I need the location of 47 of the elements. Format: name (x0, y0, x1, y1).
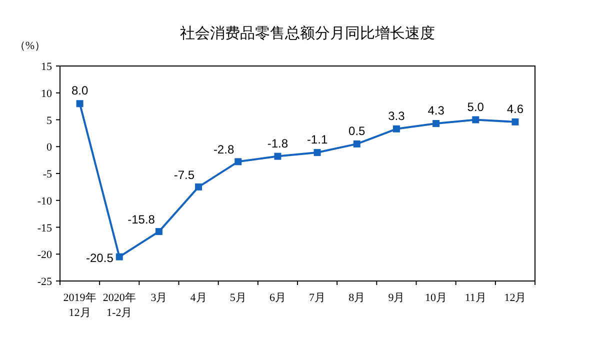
y-tick-label: 5 (46, 114, 52, 127)
point (432, 120, 440, 128)
x-tick-label: 6月 (269, 292, 286, 304)
x-tick-label: 12月 (504, 292, 526, 304)
point (195, 183, 202, 190)
data-label: -7.5 (174, 168, 195, 182)
x-tick-label: 11月 (464, 292, 486, 304)
point (353, 140, 360, 148)
point (234, 158, 242, 166)
data-label: 4.6 (506, 102, 524, 116)
data-label: 5.0 (467, 100, 484, 114)
point (155, 228, 162, 236)
x-tick-label: 3月 (150, 292, 168, 304)
data-label: 3.3 (388, 108, 406, 123)
x-tick-label: 4月 (190, 292, 207, 304)
y-tick-label: -20 (37, 249, 52, 262)
y-tick-label: -10 (37, 195, 52, 208)
x-tick-label: 2019年 12月 (63, 292, 96, 319)
data-label: 0.5 (348, 124, 366, 138)
point (314, 149, 321, 156)
x-tick-label: 9月 (388, 292, 405, 304)
data-label: -20.5 (86, 250, 114, 265)
point (116, 253, 123, 260)
x-tick-label: 2020年 1-2月 (102, 292, 136, 319)
point (274, 152, 282, 160)
x-tick-label: 7月 (309, 292, 326, 304)
x-tick-label: 5月 (230, 292, 246, 304)
y-tick-label: -15 (37, 222, 52, 234)
data-label: -1.1 (306, 132, 328, 147)
data-label: -2.8 (213, 142, 234, 157)
title: 社会消费品零售总额分月同比增长速度 (180, 26, 435, 42)
data-label: 4.3 (428, 104, 445, 118)
point (392, 125, 400, 132)
y-tick-label: 10 (41, 88, 52, 100)
point (472, 116, 480, 124)
data-label: 8.0 (71, 84, 88, 98)
x-tick-label: 8月 (348, 292, 366, 304)
data-label: -1.8 (267, 136, 288, 150)
point (76, 100, 84, 108)
y-tick-label: -25 (37, 276, 52, 288)
y-tick-label: 15 (41, 61, 52, 73)
ylabel: （%） (14, 40, 46, 52)
y-tick-label: 0 (46, 142, 52, 154)
y-tick-label: -5 (42, 168, 52, 180)
x-tick-label: 10月 (425, 292, 448, 304)
data-label: -15.8 (128, 212, 156, 227)
point (512, 118, 519, 126)
